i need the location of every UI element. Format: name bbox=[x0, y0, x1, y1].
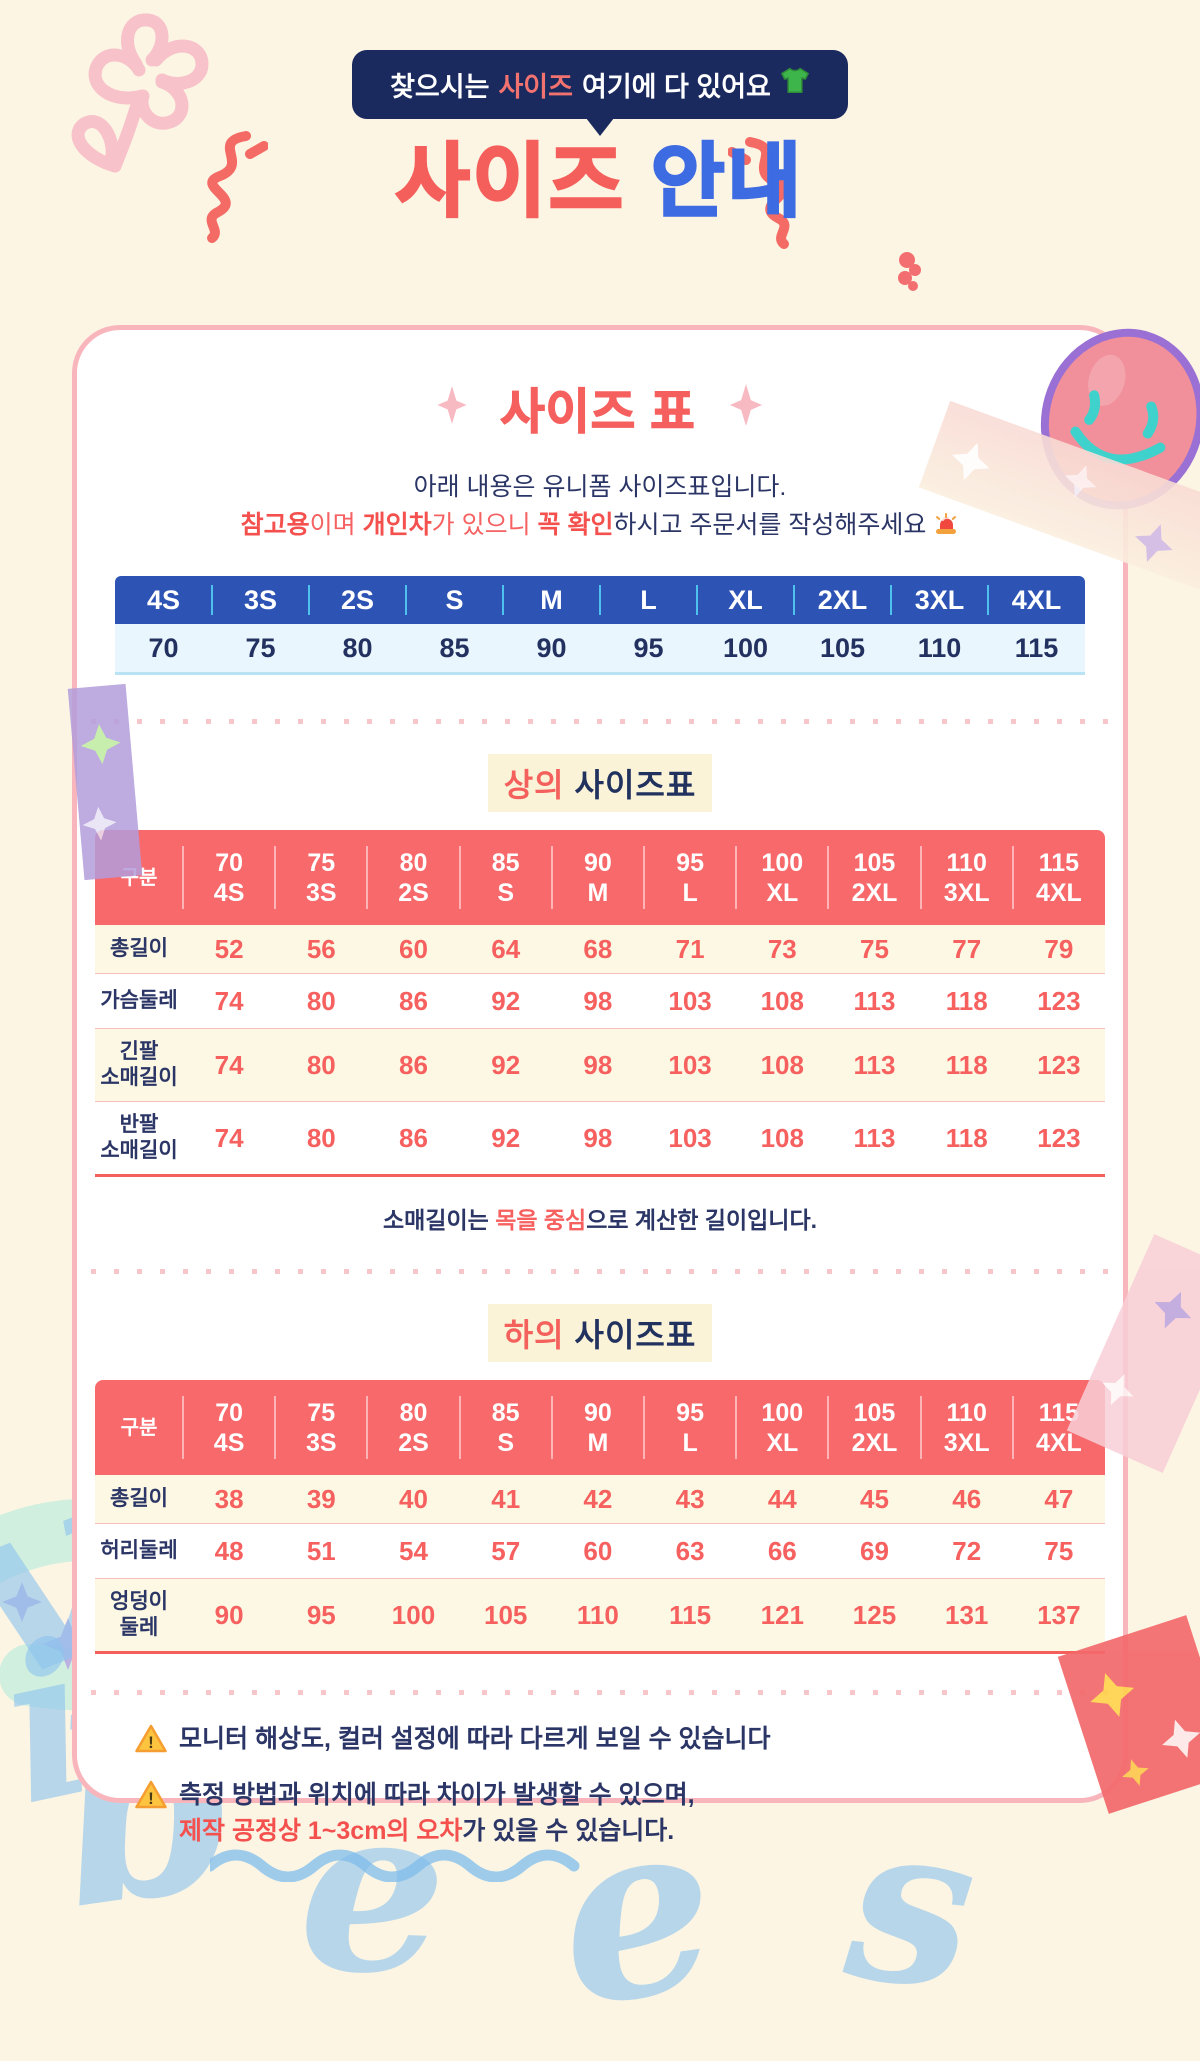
size-chart-value: 110 bbox=[917, 632, 962, 663]
badge-text-accent: 사이즈 bbox=[498, 72, 573, 102]
column-header: 100 XL bbox=[735, 1380, 828, 1475]
top-size-table: 구분 70 4S 75 3S 80 2S 85 S 90 M 95 L 100 XL 105 2… bbox=[95, 830, 1105, 1177]
size-chart-header: 2S bbox=[308, 576, 406, 624]
size-chart-value: 85 bbox=[439, 632, 470, 663]
column-header: 110 3XL bbox=[919, 830, 1013, 925]
svg-text:!: ! bbox=[148, 1789, 154, 1808]
size-chart-value: 75 bbox=[245, 632, 276, 663]
size-chart-value: 70 bbox=[148, 632, 179, 663]
column-header: 100 XL bbox=[735, 830, 828, 925]
badge-text-post: 여기에 다 있어요 bbox=[582, 72, 771, 102]
siren-icon bbox=[933, 510, 959, 548]
size-chart-value: 80 bbox=[342, 632, 373, 663]
size-chart-value-row: 70 75 80 85 90 95 100 105 110 115 bbox=[115, 624, 1085, 675]
sleeve-note: 소매길이는 목을 중심으로 계산한 길이입니다. bbox=[382, 1207, 817, 1233]
corner-header: 구분 bbox=[120, 866, 158, 889]
corner-header: 구분 bbox=[120, 1416, 158, 1439]
column-header: 90 M bbox=[550, 1380, 644, 1475]
size-chart-header: M bbox=[502, 576, 600, 624]
table-row: 총길이 52 56 60 64 68 71 73 75 77 79 bbox=[95, 925, 1105, 973]
column-header: 75 3S bbox=[274, 1380, 367, 1475]
size-chart-value: 105 bbox=[819, 632, 866, 663]
column-header: 115 4XL bbox=[1011, 830, 1105, 925]
column-header: 90 M bbox=[550, 830, 644, 925]
column-header: 105 2XL bbox=[827, 1380, 920, 1475]
size-chart-header: 2XL bbox=[793, 576, 891, 624]
size-chart-value: 95 bbox=[633, 632, 664, 663]
dotted-divider bbox=[91, 719, 1109, 724]
card-description: 아래 내용은 유니폼 사이즈표입니다. 참고용이며 개인차가 있으니 꼭 확인하… bbox=[77, 468, 1123, 548]
warning-triangle-icon: ! bbox=[135, 1780, 167, 1820]
table-row: 반팔 소매길이 74 80 86 92 98 103 108 113 118 1… bbox=[95, 1101, 1105, 1174]
card-title-row: 사이즈 표 bbox=[77, 372, 1123, 442]
top-badge: 찾으시는 사이즈 여기에 다 있어요 bbox=[352, 50, 848, 119]
table-row: 총길이 38 39 40 41 42 43 44 45 46 47 bbox=[95, 1475, 1105, 1523]
column-header: 95 L bbox=[642, 1380, 736, 1475]
size-chart-header: 4S bbox=[146, 584, 181, 615]
size-chart-header: L bbox=[599, 576, 697, 624]
description-line2: 참고용이며 개인차가 있으니 꼭 확인하시고 주문서를 작성해주세요 bbox=[77, 506, 1123, 548]
size-chart-header-row: 4S 3S 2S S M L XL 2XL 3XL 4XL bbox=[115, 576, 1085, 624]
size-chart-header: S bbox=[405, 576, 503, 624]
sparkle-icon bbox=[436, 385, 467, 429]
warning-triangle-icon: ! bbox=[135, 1724, 167, 1764]
column-header: 80 2S bbox=[366, 1380, 459, 1475]
bottom-size-table: 구분 70 4S 75 3S 80 2S 85 S 90 M 95 L 100 XL 105 2… bbox=[95, 1380, 1105, 1654]
column-header: 115 4XL bbox=[1011, 1380, 1105, 1475]
column-header: 70 4S bbox=[181, 830, 275, 925]
size-chart-header: 3S bbox=[211, 576, 309, 624]
top-table-heading: 상의 사이즈표 bbox=[77, 754, 1123, 812]
warnings: ! 모니터 해상도, 컬러 설정에 따라 다르게 보일 수 있습니다 ! 측정 … bbox=[135, 1721, 1123, 1849]
page-title: 사이즈 안내 bbox=[394, 136, 805, 227]
column-header: 80 2S bbox=[366, 830, 459, 925]
size-chart-value: 90 bbox=[536, 632, 567, 663]
column-header: 75 3S bbox=[274, 830, 367, 925]
size-chart-table: 4S 3S 2S S M L XL 2XL 3XL 4XL 70 75 80 8… bbox=[115, 576, 1085, 675]
warning-item: ! 모니터 해상도, 컬러 설정에 따라 다르게 보일 수 있습니다 bbox=[135, 1721, 1123, 1764]
size-chart-header: 3XL bbox=[890, 576, 988, 624]
size-chart-value: 115 bbox=[1014, 632, 1059, 663]
column-header: 85 S bbox=[458, 830, 552, 925]
dotted-divider bbox=[91, 1690, 1109, 1695]
column-header: 105 2XL bbox=[827, 830, 920, 925]
bottom-table-header-row: 구분 70 4S 75 3S 80 2S 85 S 90 M 95 L 100 XL 105 2… bbox=[95, 1380, 1105, 1475]
svg-text:!: ! bbox=[148, 1733, 154, 1752]
badge-text-pre: 찾으시는 bbox=[390, 72, 490, 102]
column-header: 85 S bbox=[458, 1380, 552, 1475]
table-row: 가슴둘레 74 80 86 92 98 103 108 113 118 123 bbox=[95, 973, 1105, 1028]
column-header: 95 L bbox=[642, 830, 736, 925]
scribble-dot bbox=[893, 250, 929, 299]
size-guide-card: 사이즈 표 아래 내용은 유니폼 사이즈표입니다. 참고용이며 개인차가 있으니… bbox=[72, 325, 1128, 1845]
tshirt-icon bbox=[780, 67, 810, 102]
warning-item: ! 측정 방법과 위치에 따라 차이가 발생할 수 있으며, 제작 공정상 1~… bbox=[135, 1777, 1123, 1849]
card-title: 사이즈 표 bbox=[500, 385, 696, 440]
size-chart-header: XL bbox=[696, 576, 794, 624]
table-row: 긴팔 소매길이 74 80 86 92 98 103 108 113 118 1… bbox=[95, 1028, 1105, 1101]
dotted-divider bbox=[91, 1269, 1109, 1274]
size-chart-value: 100 bbox=[722, 632, 769, 663]
bottom-table-heading: 하의 사이즈표 bbox=[77, 1304, 1123, 1362]
sparkle-icon bbox=[729, 383, 763, 431]
column-header: 70 4S bbox=[181, 1380, 275, 1475]
table-row: 엉덩이 둘레 90 95 100 105 110 115 121 125 131… bbox=[95, 1578, 1105, 1651]
column-header: 110 3XL bbox=[919, 1380, 1013, 1475]
description-line1: 아래 내용은 유니폼 사이즈표입니다. bbox=[413, 473, 787, 501]
top-table-header-row: 구분 70 4S 75 3S 80 2S 85 S 90 M 95 L 100 XL 105 2… bbox=[95, 830, 1105, 925]
size-chart-header: 4XL bbox=[987, 576, 1085, 624]
table-row: 허리둘레 48 51 54 57 60 63 66 69 72 75 bbox=[95, 1523, 1105, 1578]
